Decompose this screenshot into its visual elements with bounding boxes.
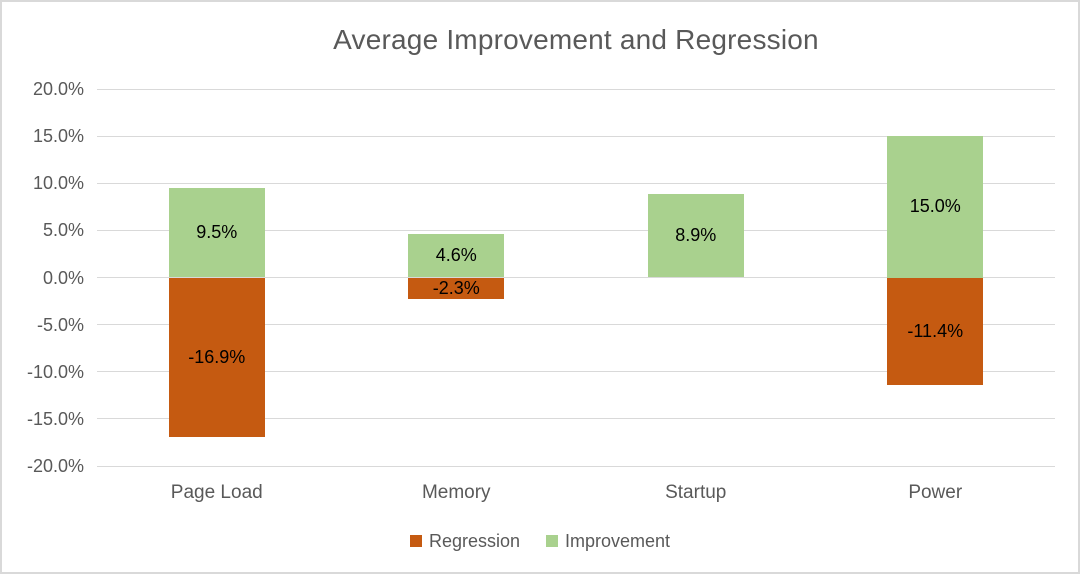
x-tick-label: Power bbox=[908, 482, 963, 503]
x-axis: Page Load Memory Startup Power bbox=[97, 482, 1055, 506]
gridline bbox=[97, 371, 1055, 373]
gridline bbox=[97, 135, 1055, 137]
gridline bbox=[97, 182, 1055, 184]
bar-data-label: -2.3% bbox=[432, 277, 480, 298]
x-tick-label: Memory bbox=[421, 482, 491, 503]
legend-label: Improvement bbox=[565, 530, 671, 551]
legend: Regression Improvement bbox=[2, 529, 1078, 553]
gridline bbox=[97, 418, 1055, 420]
legend-label: Regression bbox=[428, 530, 520, 551]
bar-segment-regression: -16.9% bbox=[168, 277, 265, 437]
plot-area: -16.9% 9.5% -2.3% 4.6% 8.9% -11.4% 15.0% bbox=[97, 88, 1055, 467]
bar-data-label: -16.9% bbox=[188, 346, 246, 367]
y-tick-label: -15.0% bbox=[26, 408, 84, 429]
gridline bbox=[97, 277, 1055, 278]
gridline bbox=[97, 465, 1055, 467]
bar-segment-improvement: 9.5% bbox=[168, 187, 265, 278]
bar-data-label: 15.0% bbox=[909, 196, 961, 217]
bar-data-label: -11.4% bbox=[907, 320, 964, 341]
y-tick-label: 15.0% bbox=[32, 126, 84, 147]
y-tick-label: 10.0% bbox=[32, 173, 84, 194]
bar-data-label: 8.9% bbox=[675, 225, 717, 246]
bar-segment-regression: -2.3% bbox=[408, 277, 505, 300]
chart-title: Average Improvement and Regression bbox=[333, 24, 819, 55]
bar-segment-improvement: 4.6% bbox=[408, 234, 505, 278]
gridline bbox=[97, 324, 1055, 326]
bar-data-label: 4.6% bbox=[435, 245, 477, 266]
gridline bbox=[97, 229, 1055, 231]
legend-item-regression: Regression bbox=[409, 530, 520, 552]
y-tick-label: -20.0% bbox=[26, 456, 84, 476]
y-tick-label: 20.0% bbox=[32, 79, 84, 99]
y-tick-label: 0.0% bbox=[42, 267, 84, 288]
bar-data-label: 9.5% bbox=[196, 222, 238, 243]
bar-segment-improvement: 15.0% bbox=[887, 136, 984, 278]
y-tick-label: -10.0% bbox=[26, 361, 84, 382]
x-tick-label: Startup bbox=[665, 482, 727, 503]
y-tick-label: -5.0% bbox=[36, 314, 84, 335]
legend-swatch-icon bbox=[409, 535, 422, 547]
y-tick-label: 5.0% bbox=[42, 220, 84, 241]
bar-segment-regression: -11.4% bbox=[887, 277, 984, 385]
gridline bbox=[97, 88, 1055, 90]
y-axis: 20.0% 15.0% 10.0% 5.0% 0.0% -5.0% -10.0% -15.0%… bbox=[2, 79, 84, 476]
bar-segment-improvement: 8.9% bbox=[647, 193, 744, 278]
x-tick-label: Page Load bbox=[170, 482, 263, 503]
legend-swatch-icon bbox=[546, 535, 558, 547]
legend-item-improvement: Improvement bbox=[546, 531, 670, 552]
